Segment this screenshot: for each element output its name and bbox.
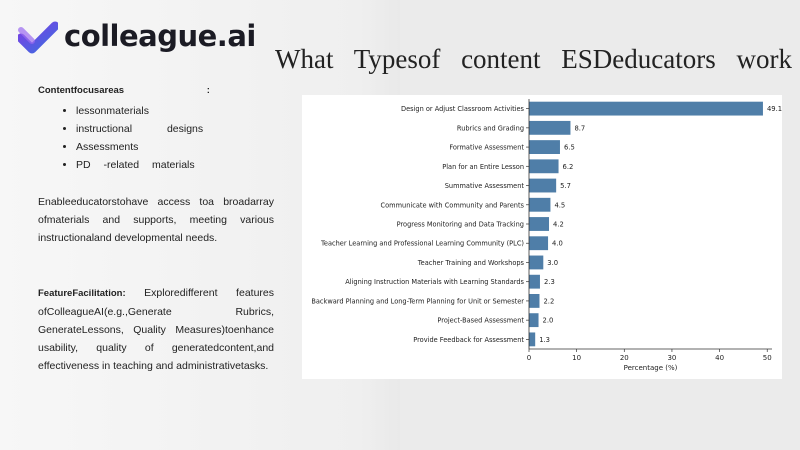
chart-bar xyxy=(529,178,557,193)
focus-areas-block: Contentfocusareas : lessonmaterials inst… xyxy=(38,82,210,174)
colleague-logo-icon xyxy=(16,16,60,56)
data-label: 2.0 xyxy=(543,317,554,325)
chart-bar xyxy=(529,101,763,116)
data-label: 4.5 xyxy=(554,201,565,209)
focus-heading-colon: : xyxy=(206,85,210,96)
chart-bar xyxy=(529,294,540,308)
x-tick-label: 50 xyxy=(763,354,772,362)
y-tick-label: Provide Feedback for Assessment xyxy=(413,336,524,344)
x-tick-label: 0 xyxy=(527,354,531,362)
data-label: 4.2 xyxy=(553,221,564,229)
y-tick-label: Summative Assessment xyxy=(445,182,525,190)
list-item: Assessments xyxy=(76,138,210,156)
chart-bar xyxy=(529,197,551,212)
chart-bar xyxy=(529,120,571,135)
y-tick-label: Aligning Instruction Materials with Lear… xyxy=(345,278,524,286)
chart-bar xyxy=(529,159,559,174)
list-item: instructional designs xyxy=(76,120,210,138)
data-label: 3.0 xyxy=(547,259,558,267)
x-tick-label: 30 xyxy=(667,354,676,362)
chart-bar xyxy=(529,140,560,154)
x-axis-label: Percentage (%) xyxy=(624,364,678,372)
data-label: 2.3 xyxy=(544,278,555,286)
x-tick-label: 40 xyxy=(715,354,724,362)
facilitation-heading: FeatureFacilitation: xyxy=(38,288,126,299)
page-title: What Typesof content ESDeducators work o… xyxy=(275,44,800,74)
data-label: 6.2 xyxy=(563,163,574,171)
data-label: 1.3 xyxy=(539,336,550,344)
y-tick-label: Plan for an Entire Lesson xyxy=(442,163,524,171)
y-tick-label: Teacher Training and Workshops xyxy=(417,259,525,267)
y-tick-label: Rubrics and Grading xyxy=(457,124,524,132)
chart-bar xyxy=(529,217,550,231)
data-label: 49.1 xyxy=(767,105,782,113)
data-label: 2.2 xyxy=(543,297,554,305)
y-tick-label: Progress Monitoring and Data Tracking xyxy=(397,221,524,229)
y-tick-label: Communicate with Community and Parents xyxy=(381,201,525,209)
data-label: 8.7 xyxy=(574,124,585,132)
chart-bar xyxy=(529,332,536,347)
x-tick-label: 10 xyxy=(572,354,581,362)
bar-chart: Design or Adjust Classroom Activities 49.… xyxy=(302,95,782,379)
x-tick-label: 20 xyxy=(620,354,629,362)
y-tick-label: Backward Planning and Long-Term Planning… xyxy=(311,297,524,305)
focus-list: lessonmaterials instructional designs As… xyxy=(38,102,210,174)
focus-heading: Contentfocusareas : xyxy=(38,82,210,100)
chart-bar xyxy=(529,313,539,328)
facilitation-text: Exploredifferent features ofColleagueAI(… xyxy=(38,287,274,372)
y-tick-label: Formative Assessment xyxy=(449,144,524,152)
y-tick-label: Teacher Learning and Professional Learni… xyxy=(320,240,524,248)
data-label: 6.5 xyxy=(564,144,575,152)
bar-chart-svg: Design or Adjust Classroom Activities 49.… xyxy=(311,99,782,372)
chart-bar xyxy=(529,255,544,270)
access-paragraph: Enableeducatorstohave access toa broadar… xyxy=(38,196,274,244)
chart-bar xyxy=(529,274,540,289)
y-tick-label: Project-Based Assessment xyxy=(437,317,524,325)
logo-text: colleague.ai xyxy=(64,19,256,53)
list-item: PD -related materials xyxy=(76,156,210,174)
chart-bar xyxy=(529,236,549,251)
data-label: 5.7 xyxy=(560,182,571,190)
focus-heading-text: Contentfocusareas xyxy=(38,85,125,96)
list-item: lessonmaterials xyxy=(76,102,210,120)
facilitation-block: FeatureFacilitation: Exploredifferent fe… xyxy=(38,284,274,375)
y-tick-label: Design or Adjust Classroom Activities xyxy=(401,105,525,113)
logo: colleague.ai xyxy=(16,16,256,56)
data-label: 4.0 xyxy=(552,240,563,248)
